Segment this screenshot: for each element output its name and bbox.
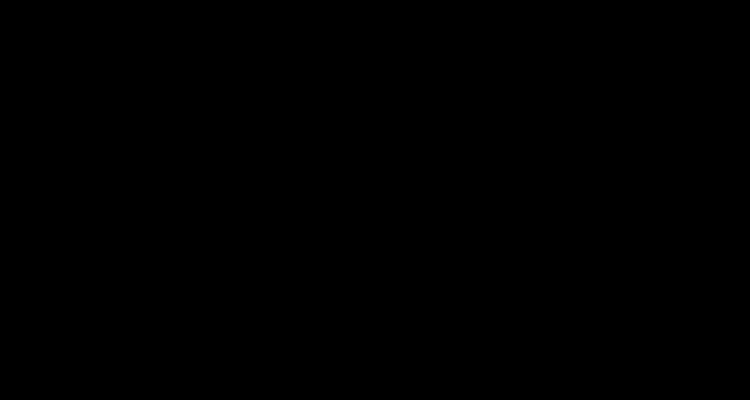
chart-container	[0, 0, 750, 400]
illiquidity-chart-svg	[0, 0, 750, 400]
